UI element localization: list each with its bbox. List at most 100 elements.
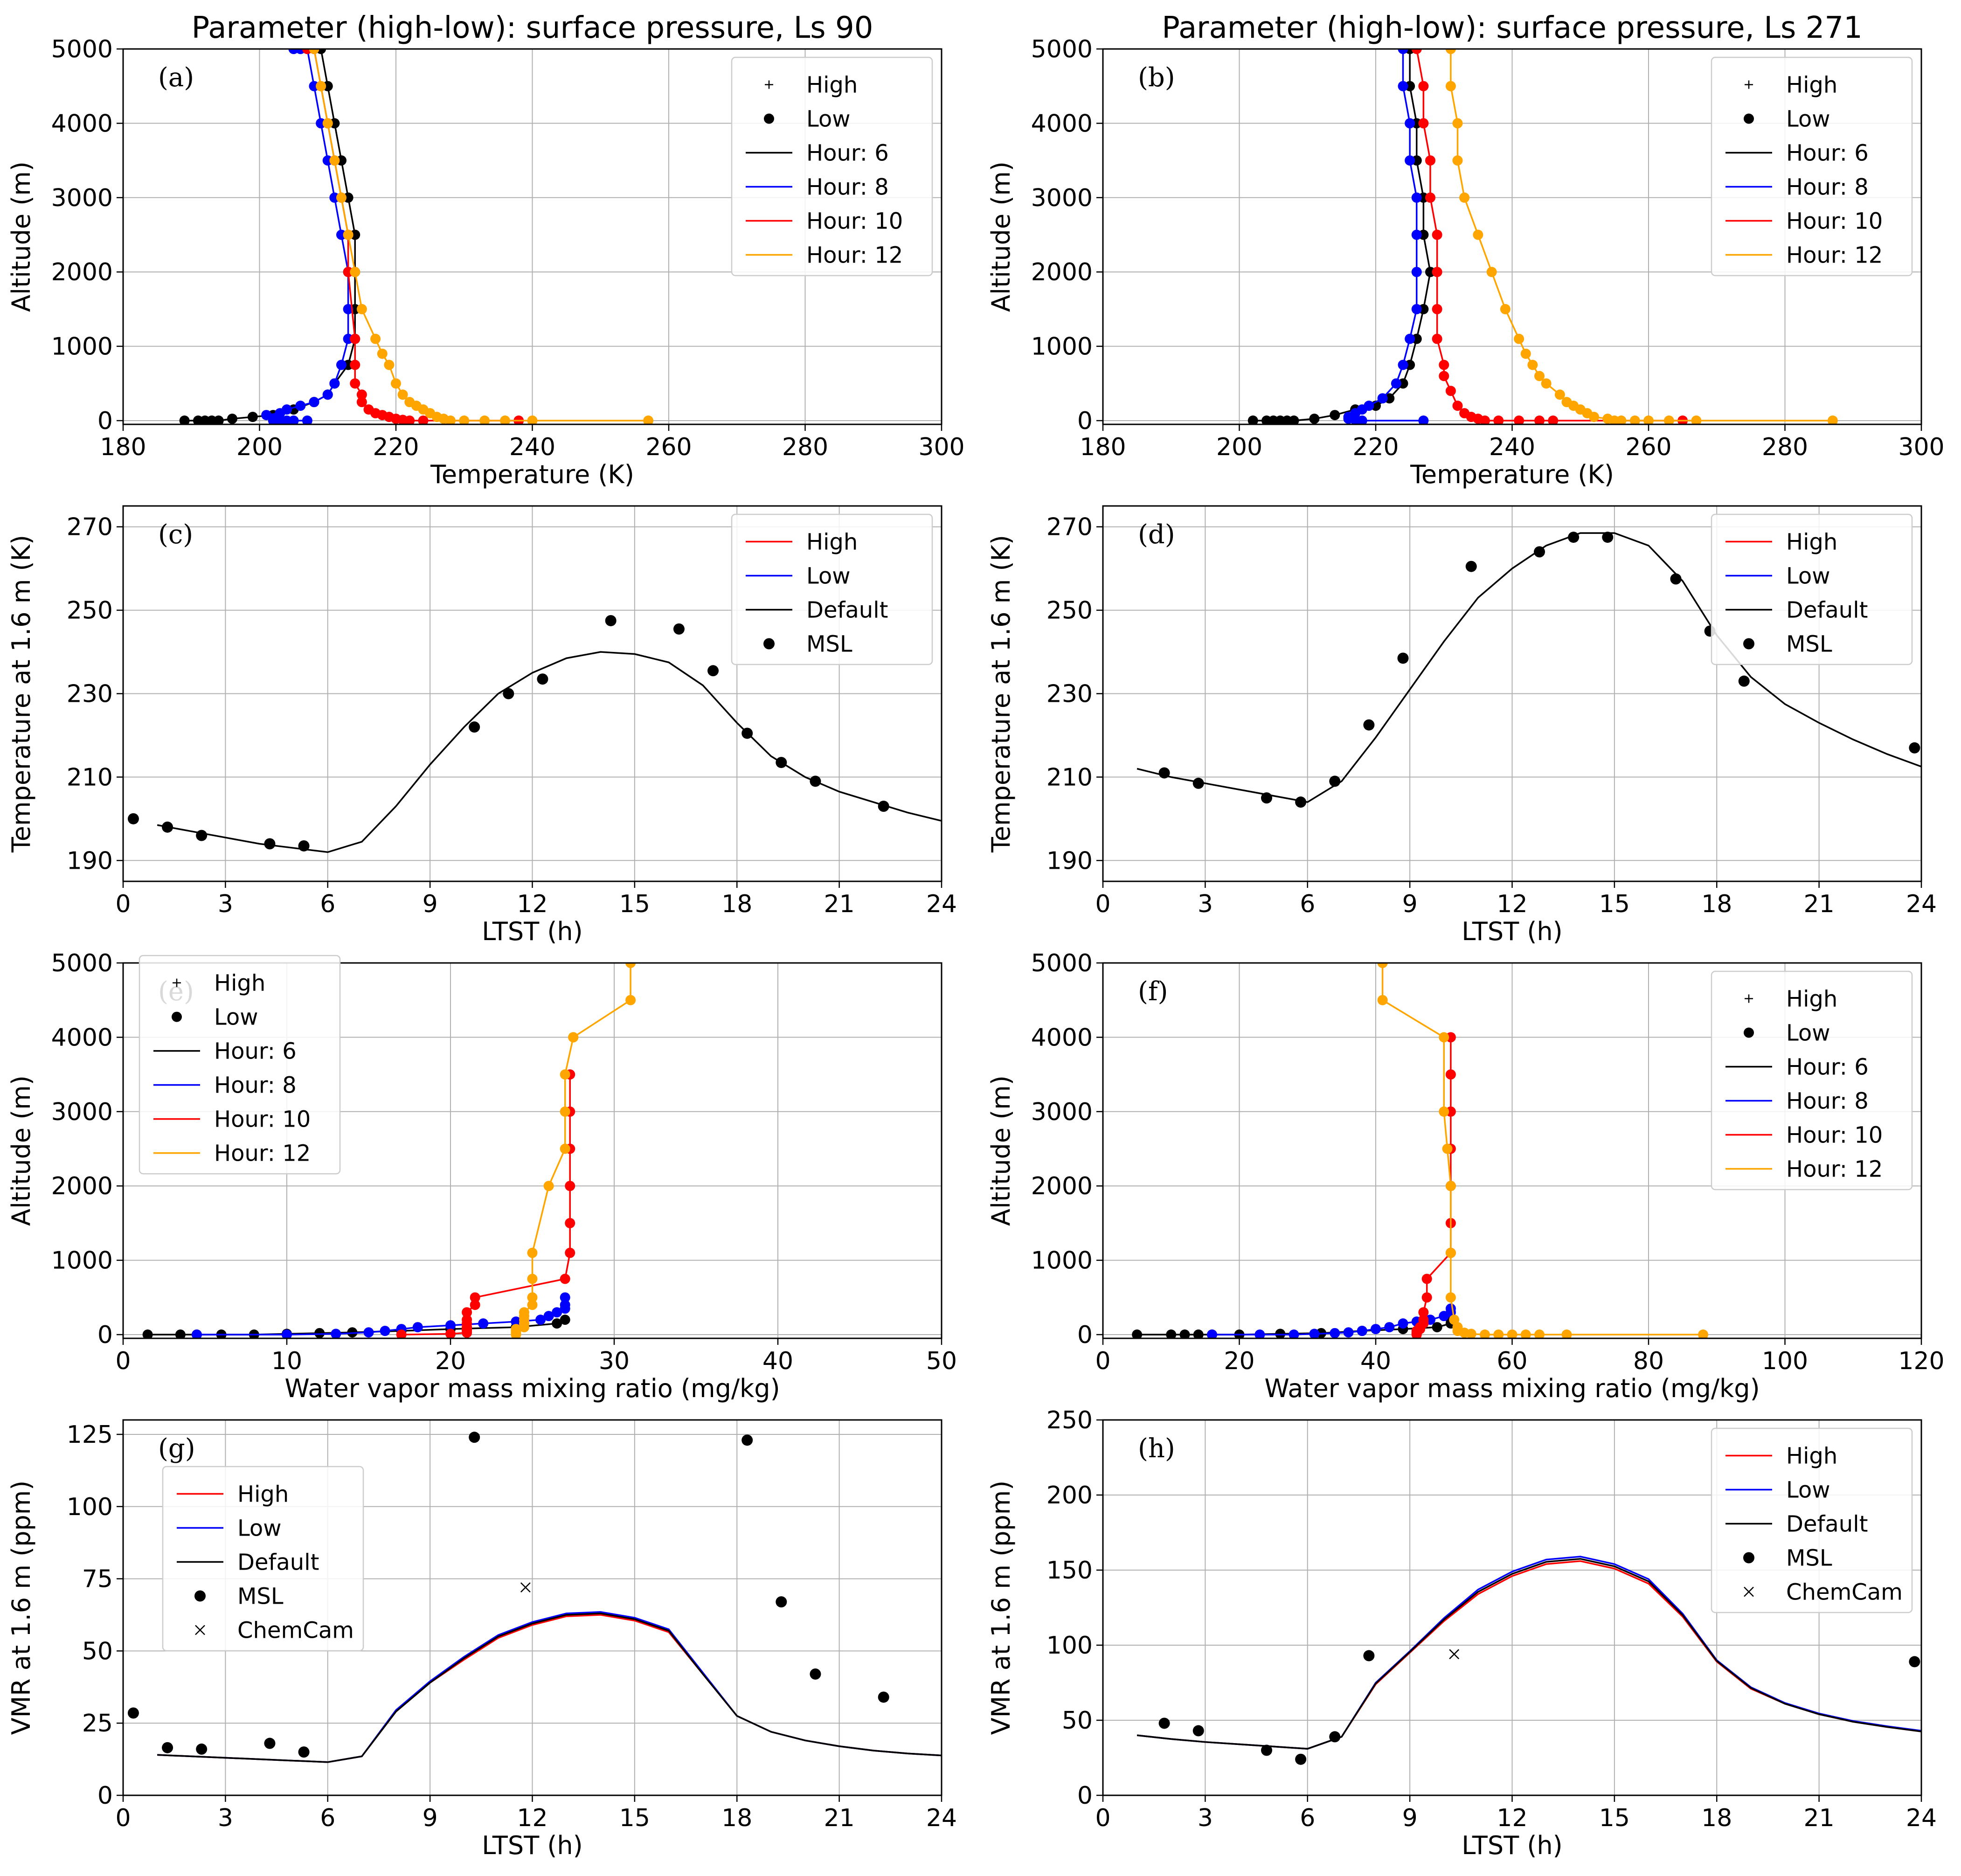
data-point-high — [520, 1308, 528, 1317]
legend: High Low Default MSL ChemCam — [162, 1466, 364, 1652]
msl-point — [264, 838, 276, 850]
data-point-high — [1406, 119, 1414, 128]
msl-point — [1909, 742, 1920, 754]
legend-box — [162, 1466, 364, 1652]
data-point-high — [1399, 1319, 1407, 1328]
legend-marker-msl — [1743, 1552, 1754, 1564]
y-tick-label: 0 — [97, 1321, 113, 1349]
y-axis-label: VMR at 1.6 m (ppm) — [7, 1481, 36, 1735]
panel-title: Parameter (high-low): surface pressure, … — [192, 11, 873, 45]
y-axis-label: Altitude (m) — [986, 161, 1016, 312]
y-tick-label: 230 — [1046, 680, 1093, 708]
data-point-high — [1422, 1293, 1431, 1302]
data-point-high — [1460, 409, 1469, 418]
data-point-high — [351, 360, 360, 369]
y-tick-label: 4000 — [1031, 1024, 1093, 1052]
data-point-high — [1576, 405, 1585, 414]
data-point-high — [1443, 1144, 1452, 1153]
data-point-high — [1569, 402, 1578, 410]
msl-point — [707, 665, 719, 677]
legend: High Low Hour: 6 Hour: 8 Hour: 10 Hour: 12 — [1711, 56, 1913, 277]
data-point-high — [561, 1107, 569, 1116]
data-point-high — [426, 409, 435, 418]
data-point-high — [143, 1330, 152, 1338]
data-point-high — [1358, 405, 1366, 414]
y-tick-label: 3000 — [51, 1098, 113, 1126]
legend-marker-high — [1745, 80, 1753, 89]
x-tick-label: 220 — [373, 433, 419, 461]
msl-point — [1909, 1656, 1920, 1668]
data-point-high — [1603, 415, 1612, 423]
data-point-high — [1385, 1323, 1394, 1332]
x-tick-label: 10 — [271, 1347, 302, 1375]
x-tick-label: 3 — [1198, 1804, 1213, 1832]
data-point-high — [1562, 1330, 1571, 1338]
data-point-high — [351, 379, 360, 388]
msl-point — [1329, 1731, 1341, 1743]
axes-frame — [122, 962, 942, 1339]
data-point-high — [1426, 156, 1434, 165]
data-point-high — [180, 416, 189, 424]
data-point-high — [1590, 413, 1598, 422]
x-tick-label: 3 — [218, 890, 233, 918]
data-point-high — [1419, 119, 1428, 128]
legend-marker-high — [1745, 994, 1753, 1003]
data-point-high — [1446, 387, 1455, 395]
data-point-high — [398, 390, 407, 399]
x-tick-label: 200 — [1216, 433, 1262, 461]
plot-area-a — [179, 49, 654, 424]
data-point-high — [412, 402, 421, 410]
msl-point — [196, 830, 208, 841]
panel-letter: (d) — [1138, 519, 1175, 550]
data-point-high — [351, 334, 360, 343]
x-tick-label: 0 — [1095, 1347, 1110, 1375]
data-point-high — [561, 1293, 569, 1302]
data-point-high — [1699, 1330, 1707, 1338]
data-point-high — [1399, 82, 1407, 90]
legend: High Low Hour: 6 Hour: 8 Hour: 10 Hour: 12 — [731, 56, 933, 277]
data-point-high — [1289, 416, 1298, 424]
data-point-high — [446, 1329, 455, 1338]
y-tick-label: 5000 — [51, 35, 113, 63]
data-point-high — [1194, 1330, 1203, 1338]
data-point-high — [1419, 416, 1428, 424]
x-tick-label: 20 — [435, 1347, 466, 1375]
x-axis-label: LTST (h) — [482, 1831, 582, 1860]
y-tick-label: 25 — [82, 1710, 113, 1738]
x-tick-label: 6 — [1300, 1804, 1315, 1832]
legend-label: Hour: 6 — [214, 1038, 297, 1065]
data-point-high — [364, 1328, 373, 1337]
x-tick-label: 240 — [1489, 433, 1535, 461]
data-point-high — [323, 390, 332, 399]
x-tick-label: 24 — [926, 890, 957, 918]
y-axis-label: Altitude (m) — [7, 1075, 36, 1226]
msl-point — [1261, 1744, 1272, 1756]
series-line-hour-12 — [313, 49, 649, 422]
data-point-high — [1344, 1328, 1353, 1337]
legend-marker-chemcam — [1744, 1586, 1754, 1597]
data-point-high — [1446, 1304, 1455, 1313]
x-tick-label: 280 — [782, 433, 828, 461]
y-tick-label: 250 — [1046, 597, 1093, 625]
chemcam-point — [520, 1582, 531, 1593]
data-point-high — [1508, 1330, 1517, 1338]
y-tick-label: 4000 — [51, 110, 113, 138]
data-point-high — [1330, 1329, 1339, 1337]
plot-area-g — [127, 1432, 942, 1763]
msl-point — [878, 1691, 889, 1703]
x-tick-label: 200 — [236, 433, 283, 461]
data-point-high — [1555, 390, 1564, 399]
x-tick-label: 24 — [926, 1804, 957, 1832]
data-point-high — [337, 360, 346, 369]
data-point-high — [1453, 1323, 1462, 1332]
x-tick-label: 9 — [1402, 1804, 1418, 1832]
y-tick-label: 190 — [1046, 847, 1093, 875]
legend-label: Hour: 10 — [806, 208, 903, 235]
data-point-high — [317, 82, 326, 90]
msl-point — [1261, 792, 1272, 804]
data-point-high — [1692, 416, 1701, 424]
data-point-high — [1535, 416, 1544, 424]
x-tick-label: 21 — [1804, 1804, 1835, 1832]
data-point-high — [1406, 49, 1414, 53]
y-tick-label: 125 — [67, 1421, 113, 1449]
